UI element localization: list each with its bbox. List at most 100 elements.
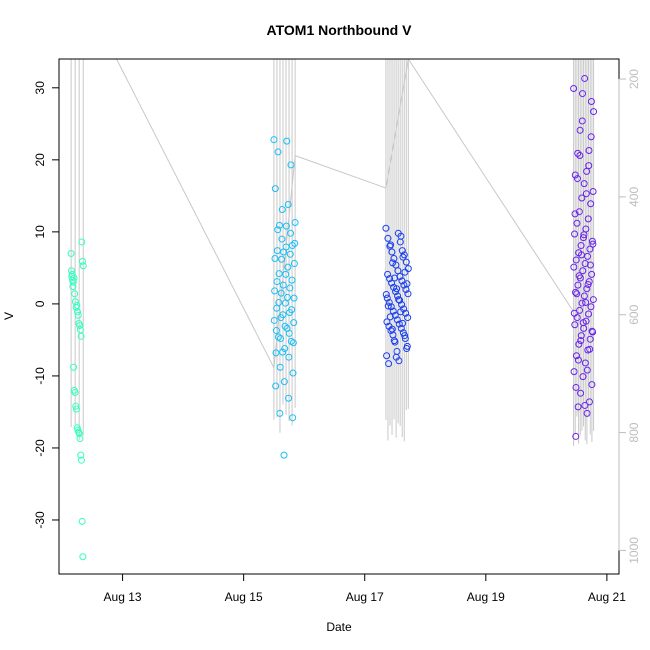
- data-point: [75, 430, 83, 438]
- data-point: [390, 255, 398, 263]
- data-point: [385, 360, 393, 368]
- data-point: [277, 334, 285, 342]
- data-point: [270, 136, 278, 144]
- data-point: [279, 348, 287, 356]
- data-point: [77, 451, 85, 459]
- data-point: [585, 162, 593, 170]
- data-point: [403, 280, 411, 288]
- data-point: [584, 215, 592, 223]
- data-point: [570, 263, 578, 271]
- data-point: [586, 261, 594, 269]
- data-point: [393, 285, 401, 293]
- data-point: [289, 414, 297, 422]
- data-point: [570, 368, 578, 376]
- data-point: [586, 245, 594, 253]
- data-point: [571, 321, 579, 329]
- data-point: [67, 267, 75, 275]
- data-point: [78, 238, 86, 246]
- data-point: [280, 248, 288, 256]
- data-point: [281, 345, 289, 353]
- data-point: [283, 324, 291, 332]
- data-point: [395, 320, 403, 328]
- data-point: [589, 188, 597, 196]
- data-point: [287, 337, 295, 345]
- data-point: [278, 255, 286, 263]
- data-point: [587, 200, 595, 208]
- data-point: [399, 319, 407, 327]
- data-point: [394, 292, 402, 300]
- data-point: [577, 389, 585, 397]
- data-point: [397, 324, 405, 332]
- data-point: [571, 230, 579, 238]
- data-point: [71, 388, 79, 396]
- data-point: [392, 353, 400, 361]
- data-point: [274, 333, 282, 341]
- data-point: [579, 373, 587, 381]
- data-point: [77, 456, 85, 464]
- data-point: [275, 298, 283, 306]
- y-tick-label: -30: [33, 511, 47, 529]
- data-point: [398, 277, 406, 285]
- data-point: [386, 275, 394, 283]
- data-point: [401, 332, 409, 340]
- data-point: [582, 190, 590, 198]
- data-point: [574, 403, 582, 411]
- data-point: [577, 332, 585, 340]
- data-point: [590, 108, 598, 116]
- data-point: [74, 308, 82, 316]
- data-point: [387, 241, 395, 249]
- data-point: [585, 146, 593, 154]
- data-point: [393, 316, 401, 324]
- plot-frame: [58, 58, 620, 575]
- data-point: [571, 210, 579, 218]
- data-point: [284, 200, 292, 208]
- y2-tick-label: 800: [627, 422, 641, 442]
- data-point: [589, 240, 597, 248]
- data-point: [275, 221, 283, 229]
- data-point: [280, 378, 288, 386]
- data-point: [392, 288, 400, 296]
- data-point: [283, 137, 291, 145]
- data-point: [402, 258, 410, 266]
- data-point: [584, 280, 592, 288]
- data-point: [580, 231, 588, 239]
- data-point: [271, 185, 279, 193]
- data-point: [387, 327, 395, 335]
- data-point: [583, 285, 591, 293]
- data-point: [74, 311, 82, 319]
- data-point: [290, 319, 298, 327]
- data-point: [273, 278, 281, 286]
- data-point: [585, 310, 593, 318]
- data-point: [72, 405, 80, 413]
- x-tick-label: Aug 13: [104, 590, 142, 604]
- data-point: [578, 194, 586, 202]
- data-point: [286, 250, 294, 258]
- data-point: [76, 435, 84, 443]
- y2-tick-label: 400: [627, 187, 641, 207]
- data-point: [79, 262, 87, 270]
- data-point: [284, 263, 292, 271]
- data-point: [574, 356, 582, 364]
- data-point: [76, 326, 84, 334]
- data-point: [278, 206, 286, 214]
- data-point: [388, 248, 396, 256]
- secondary-series-layer: [70, 58, 595, 446]
- data-point: [583, 409, 591, 417]
- data-point: [285, 353, 293, 361]
- data-point: [391, 274, 399, 282]
- data-point: [575, 208, 583, 216]
- data-point: [78, 517, 86, 525]
- data-point: [589, 296, 597, 304]
- data-point: [572, 256, 580, 264]
- data-point: [384, 270, 392, 278]
- data-point: [69, 283, 77, 291]
- data-point: [583, 366, 591, 374]
- data-point: [581, 401, 589, 409]
- data-point: [398, 301, 406, 309]
- data-point: [382, 224, 390, 232]
- y-tick-label: -20: [33, 439, 47, 457]
- data-point: [287, 161, 295, 169]
- data-point: [388, 279, 396, 287]
- data-point: [576, 306, 584, 314]
- data-point: [586, 335, 594, 343]
